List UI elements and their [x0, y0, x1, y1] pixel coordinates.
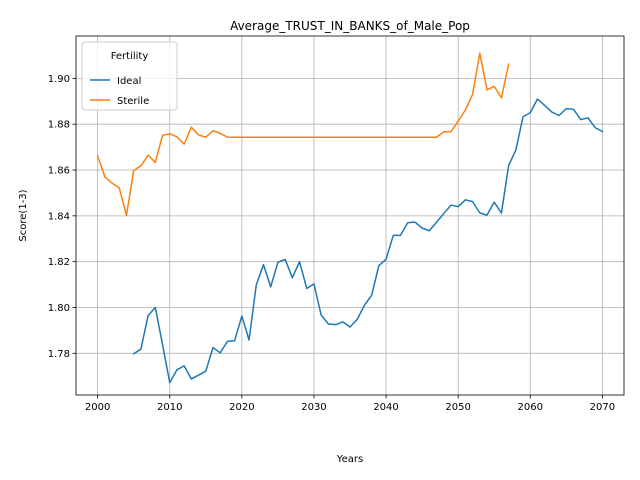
y-tick-label: 1.78 [48, 349, 70, 360]
x-tick-label: 2030 [301, 402, 326, 413]
y-axis: 1.78 1.80 1.82 1.84 1.86 1.88 1.90 [48, 74, 76, 360]
legend-title: Fertility [111, 51, 149, 62]
x-tick-label: 2050 [445, 402, 470, 413]
x-tick-label: 2040 [373, 402, 398, 413]
legend-label-sterile: Sterile [117, 96, 149, 107]
y-tick-label: 1.82 [48, 257, 70, 268]
legend-label-ideal: Ideal [117, 76, 141, 87]
legend-box [81, 41, 178, 111]
y-tick-label: 1.86 [48, 166, 70, 177]
series-line-ideal [132, 98, 604, 384]
y-tick-label: 1.88 [48, 120, 70, 131]
x-tick-label: 2000 [85, 402, 110, 413]
x-tick-label: 2070 [590, 402, 615, 413]
y-tick-label: 1.80 [48, 303, 70, 314]
x-tick-label: 2020 [229, 402, 254, 413]
legend: Fertility Ideal Sterile [81, 41, 178, 111]
y-tick-label: 1.84 [48, 211, 70, 222]
y-tick-label: 1.90 [48, 74, 70, 85]
y-axis-label: Score(1-3) [18, 189, 29, 241]
chart-title: Average_TRUST_IN_BANKS_of_Male_Pop [230, 19, 470, 33]
gridlines [76, 36, 624, 395]
x-tick-label: 2010 [157, 402, 182, 413]
series-line-sterile [96, 52, 510, 217]
x-axis: 2000 2010 2020 2030 2040 2050 2060 2070 [85, 395, 615, 413]
x-tick-label: 2060 [518, 402, 543, 413]
x-axis-label: Years [336, 454, 363, 465]
series-layer [96, 52, 604, 384]
